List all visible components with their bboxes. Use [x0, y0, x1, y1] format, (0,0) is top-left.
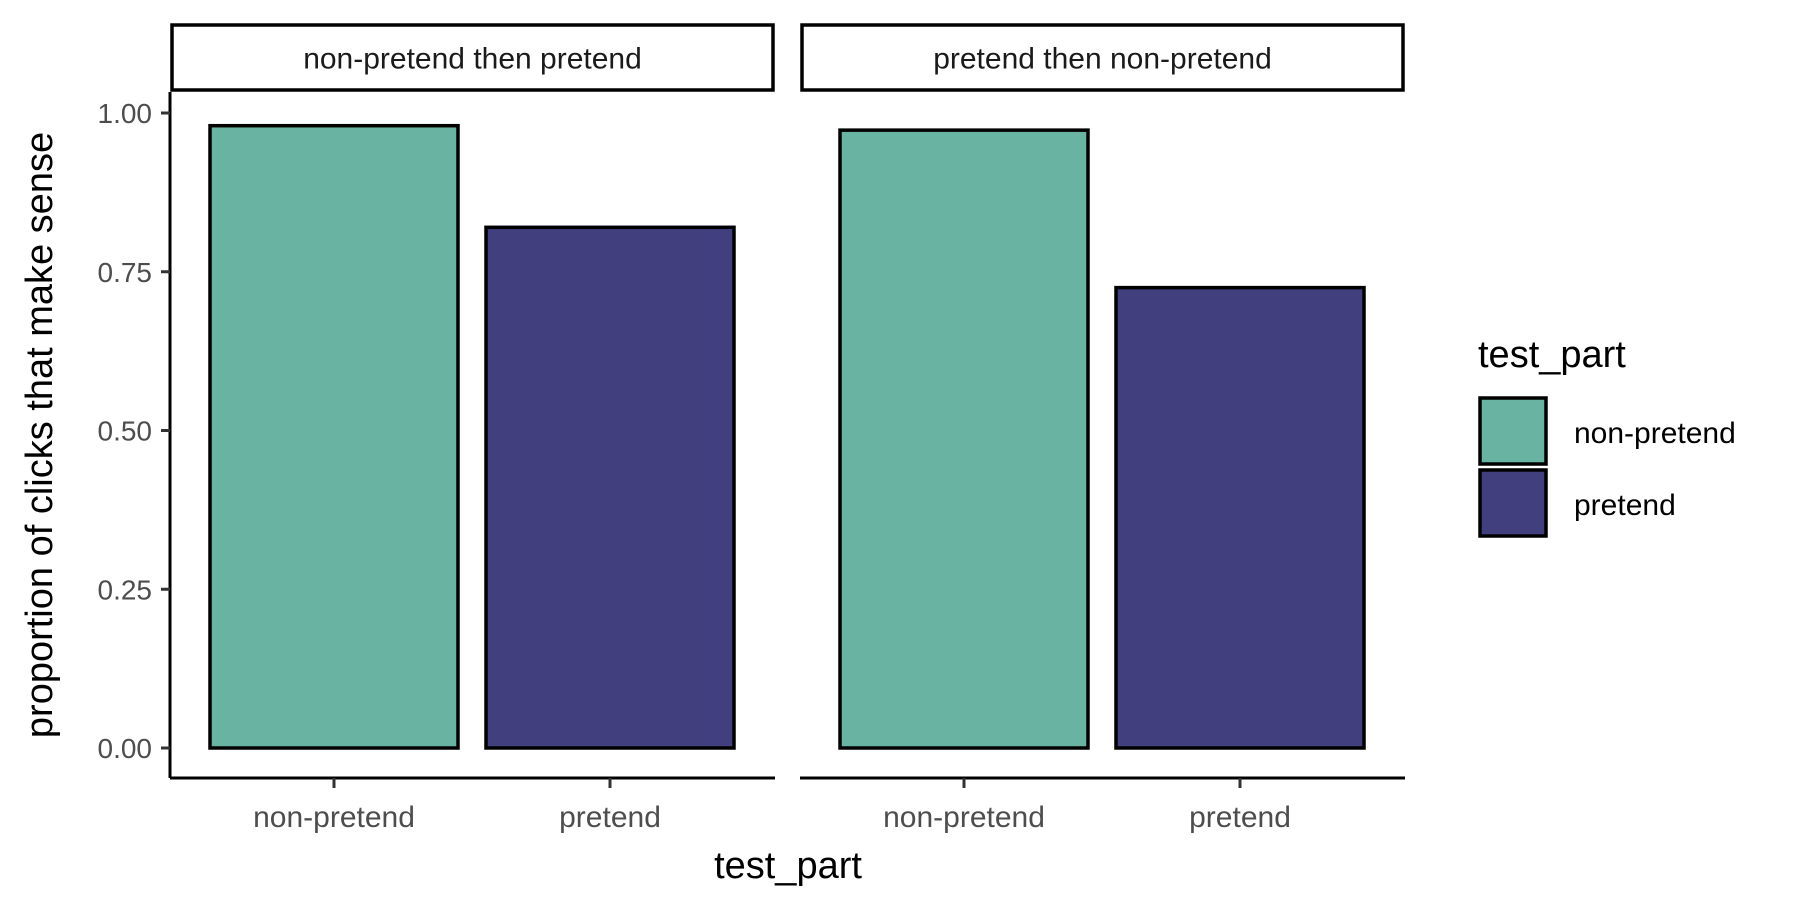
facet-panel: non-pretend then pretend non-pretend prete… [170, 23, 775, 834]
bar-pretend [1114, 285, 1366, 750]
facet-strip-label: non-pretend then pretend [303, 43, 642, 76]
bar-non-pretend [838, 128, 1090, 750]
legend-label-pretend: pretend [1574, 489, 1676, 522]
y-tick-label: 0.00 [98, 733, 153, 764]
legend: test_part non-pretend pretend [1478, 334, 1736, 538]
y-axis-title: proportion of clicks that make sense [19, 132, 61, 738]
y-tick-label: 0.75 [98, 257, 153, 288]
x-tick-label: non-pretend [883, 801, 1045, 834]
legend-title: test_part [1478, 334, 1626, 376]
y-tick-label: 0.25 [98, 574, 153, 605]
y-tick-label: 1.00 [98, 98, 153, 129]
x-tick-label: pretend [1189, 801, 1291, 834]
facet-strip-label: pretend then non-pretend [933, 43, 1272, 76]
bar-non-pretend [208, 123, 460, 750]
legend-label-non-pretend: non-pretend [1574, 417, 1736, 450]
x-tick-label: pretend [559, 801, 661, 834]
bar-pretend [484, 225, 736, 750]
legend-swatch-pretend [1478, 468, 1548, 538]
facet-strip [170, 23, 775, 92]
facets-layer: 0.00 0.25 0.50 0.75 1.00 non-pretend then pre… [98, 23, 1405, 834]
legend-swatch-non-pretend [1478, 396, 1548, 466]
facet-strip [800, 23, 1405, 92]
y-tick-label: 0.50 [98, 416, 153, 447]
x-axis-title: test_part [714, 845, 862, 887]
facet-panel: pretend then non-pretend non-pretend prete… [800, 23, 1405, 834]
x-tick-label: non-pretend [253, 801, 415, 834]
